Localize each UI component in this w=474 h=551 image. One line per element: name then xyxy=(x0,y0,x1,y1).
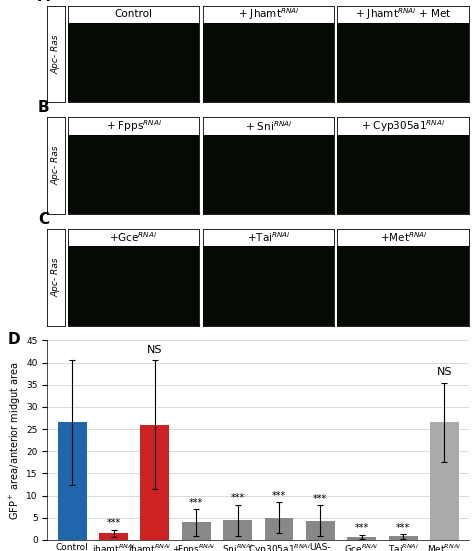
Text: Apc- Ras: Apc- Ras xyxy=(52,257,61,297)
Text: B: B xyxy=(38,100,50,115)
Text: A: A xyxy=(38,0,50,3)
Text: Apc- Ras: Apc- Ras xyxy=(52,146,61,185)
Text: ***: *** xyxy=(355,523,369,533)
Bar xyxy=(140,425,169,540)
Text: +Gce$^{RNAi}$: +Gce$^{RNAi}$ xyxy=(109,231,158,245)
Bar xyxy=(306,521,335,540)
Bar xyxy=(99,533,128,540)
Text: ***: *** xyxy=(107,518,121,528)
Text: ***: *** xyxy=(230,493,245,503)
Bar xyxy=(182,522,211,540)
Text: NS: NS xyxy=(437,367,452,377)
Bar xyxy=(430,423,459,540)
Text: +Tai$^{RNAi}$: +Tai$^{RNAi}$ xyxy=(246,231,291,245)
Text: ***: *** xyxy=(189,498,203,507)
Y-axis label: GFP$^+$ area/anterior midgut area: GFP$^+$ area/anterior midgut area xyxy=(9,361,23,520)
Text: +Met$^{RNAi}$: +Met$^{RNAi}$ xyxy=(380,231,427,245)
Text: NS: NS xyxy=(147,345,163,355)
Text: ***: *** xyxy=(396,523,410,533)
Bar xyxy=(389,537,418,540)
Text: ***: *** xyxy=(313,494,328,504)
Text: D: D xyxy=(7,332,20,348)
Text: ***: *** xyxy=(272,491,286,501)
Text: + Jhamt$^{RNAi}$ + Met: + Jhamt$^{RNAi}$ + Met xyxy=(355,7,452,22)
Text: + Cyp305a1$^{RNAi}$: + Cyp305a1$^{RNAi}$ xyxy=(361,118,446,134)
Text: + Jhamt$^{RNAi}$: + Jhamt$^{RNAi}$ xyxy=(237,7,299,22)
Text: + Sni$^{RNAi}$: + Sni$^{RNAi}$ xyxy=(245,119,292,133)
Bar xyxy=(264,518,293,540)
Text: Apc- Ras: Apc- Ras xyxy=(52,34,61,74)
Bar xyxy=(58,423,87,540)
Bar xyxy=(223,520,252,540)
Text: Control: Control xyxy=(115,9,153,19)
Bar xyxy=(347,537,376,540)
Text: C: C xyxy=(38,212,49,227)
Text: + Fpps$^{RNAi}$: + Fpps$^{RNAi}$ xyxy=(106,118,162,134)
